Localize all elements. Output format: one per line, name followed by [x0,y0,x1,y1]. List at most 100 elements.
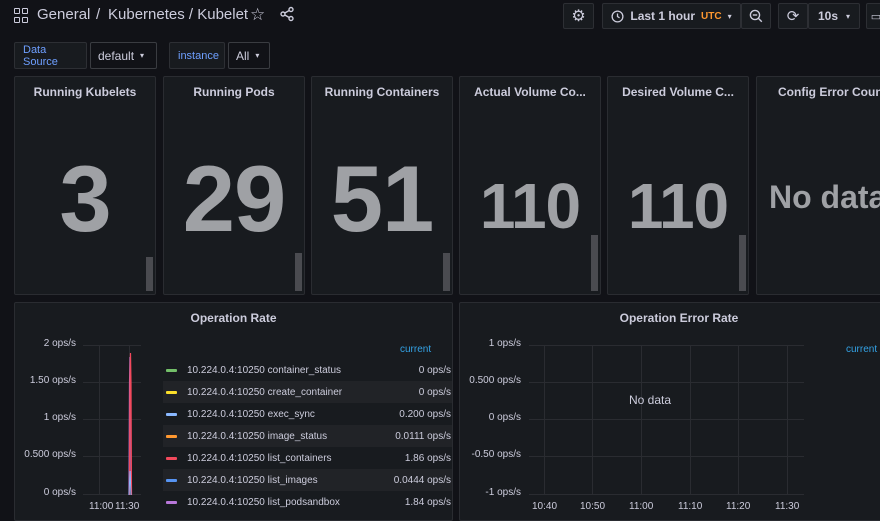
stat-panel-config-error-count[interactable]: Config Error Count No data [756,76,880,295]
stat-panel-actual-volume-count[interactable]: Actual Volume Co... 110 [459,76,601,295]
gridline [787,345,788,495]
zoom-out-icon [749,9,763,23]
legend-swatch [166,412,177,416]
legend-swatch [166,478,177,482]
legend-item[interactable]: 10.224.0.4:10250 container_status 0 ops/… [163,359,452,381]
legend-current-value: 1.86 ops/s [404,452,451,464]
stat-panel-desired-volume-count[interactable]: Desired Volume C... 110 [607,76,749,295]
page-title[interactable]: Kubernetes / Kubelet [108,6,249,23]
stat-value: 51 [330,146,435,251]
share-icon[interactable] [279,6,295,27]
timezone-badge: UTC [701,10,722,22]
y-tick: 1.50 ops/s [29,375,76,386]
legend-current-header[interactable]: current [846,344,878,355]
gridline [83,419,141,420]
datasource-value: default [98,48,135,63]
datasource-select[interactable]: default ▾ [90,42,157,69]
y-tick: 0.500 ops/s [469,375,521,386]
panel-title: Operation Error Rate [619,311,739,325]
legend-series-name: 10.224.0.4:10250 list_images [187,474,318,486]
breadcrumb-separator: / [96,6,101,23]
sparkline [739,235,746,291]
time-range-picker[interactable]: Last 1 hour UTC ▾ [602,3,741,29]
gridline [529,382,804,383]
sparkline [295,253,302,291]
clock-icon [611,9,624,23]
legend-item[interactable]: 10.224.0.4:10250 list_containers 1.86 op… [163,447,452,469]
x-tick: 11:30 [115,501,140,512]
stat-value: 110 [627,170,729,242]
legend-item[interactable]: 10.224.0.4:10250 list_podsandbox 1.84 op… [163,491,452,513]
legend-series-name: 10.224.0.4:10250 create_container [187,386,343,398]
stat-value: 3 [59,146,111,251]
graph-panel-operation-rate[interactable]: Operation Rate current 2 ops/s 1.50 ops/… [14,302,453,521]
legend-series-name: 10.224.0.4:10250 list_containers [187,452,332,464]
x-tick: 11:10 [678,501,703,512]
refresh-interval-label: 10s [817,9,838,23]
variable-label-instance: instance [169,42,225,69]
y-tick: 2 ops/s [43,338,76,349]
panel-title: Operation Rate [190,311,277,325]
instance-value: All [236,48,250,63]
gear-icon: ⚙ [571,8,586,25]
time-range-label: Last 1 hour [630,9,696,23]
legend-item[interactable]: 10.224.0.4:10250 list_images 0.0444 ops/… [163,469,452,491]
monitor-icon: ▭ [870,10,880,23]
panel-title: Actual Volume Co... [474,85,586,99]
x-tick: 11:00 [629,501,654,512]
panel-title: Config Error Count [778,85,880,99]
chevron-down-icon: ▾ [727,11,732,21]
gridline [529,494,804,495]
y-tick: 1 ops/s [43,412,76,423]
legend-swatch [166,434,177,438]
stat-panel-running-containers[interactable]: Running Containers 51 [311,76,453,295]
stat-panel-running-pods[interactable]: Running Pods 29 [163,76,305,295]
stat-value: 110 [479,170,581,242]
legend-current-header[interactable]: current [400,344,432,355]
instance-select[interactable]: All ▾ [228,42,270,69]
x-tick: 11:00 [89,501,114,512]
zoom-out-button[interactable] [741,3,771,29]
refresh-icon: ⟳ [786,8,800,25]
panel-title: Desired Volume C... [622,85,734,99]
legend-series-name: 10.224.0.4:10250 container_status [187,364,342,376]
panel-title: Running Kubelets [33,85,137,99]
gridline [83,382,141,383]
gridline [544,345,545,495]
stat-value: 29 [182,146,287,251]
refresh-button[interactable]: ⟳ [778,3,808,29]
chevron-down-icon: ▾ [846,11,851,21]
legend-current-value: 1.84 ops/s [404,496,451,508]
tv-mode-button[interactable]: ▭ [866,3,880,29]
legend-current-value: 0 ops/s [418,364,451,376]
gridline [592,345,593,495]
legend-series-name: 10.224.0.4:10250 list_podsandbox [187,496,340,508]
refresh-interval-picker[interactable]: 10s ▾ [808,3,860,29]
no-data-text: No data [769,179,880,215]
legend-series-name: 10.224.0.4:10250 image_status [187,430,328,442]
legend-item[interactable]: 10.224.0.4:10250 exec_sync 0.200 ops/s [163,403,452,425]
graph-panel-operation-error-rate[interactable]: Operation Error Rate current 1 ops/s 0.5… [459,302,880,521]
apps-grid-icon[interactable] [14,8,30,24]
x-tick: 10:40 [532,501,558,512]
legend-item[interactable]: 10.224.0.4:10250 create_container 0 ops/… [163,381,452,403]
dashboard-settings-button[interactable]: ⚙ [563,3,594,29]
panel-title: Running Containers [324,85,440,99]
series-exec_sync [128,470,132,496]
series-lines [128,352,133,496]
chevron-down-icon: ▾ [140,51,145,60]
stat-panel-running-kubelets[interactable]: Running Kubelets 3 [14,76,156,295]
gridline [641,345,642,495]
sparkline [591,235,598,291]
breadcrumb-folder[interactable]: General [37,6,91,23]
legend-swatch [166,456,177,460]
legend-item[interactable]: 10.224.0.4:10250 image_status 0.0111 ops… [163,425,452,447]
gridline [83,345,141,346]
gridline [529,456,804,457]
chevron-down-icon: ▾ [255,51,260,60]
x-tick: 11:30 [775,501,800,512]
legend-current-value: 0.0444 ops/s [393,474,451,486]
star-icon[interactable]: ☆ [250,5,266,24]
legend-current-value: 0.0111 ops/s [395,430,451,442]
legend-current-value: 0.200 ops/s [399,408,451,420]
